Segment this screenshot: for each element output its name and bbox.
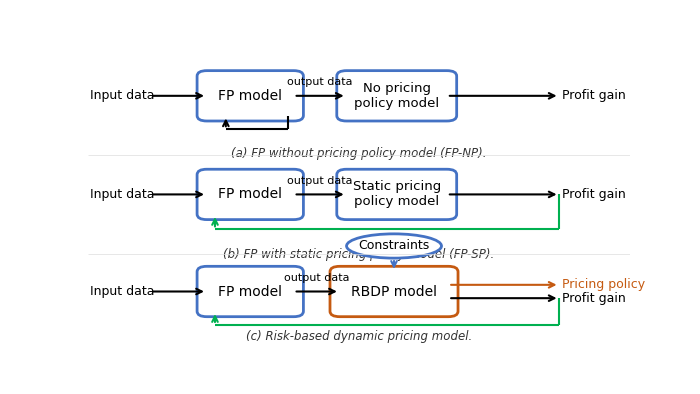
Text: Pricing policy: Pricing policy xyxy=(562,278,645,291)
FancyBboxPatch shape xyxy=(197,71,303,121)
Text: RBDP model: RBDP model xyxy=(351,284,437,299)
Text: FP model: FP model xyxy=(218,188,282,201)
Text: Static pricing
policy model: Static pricing policy model xyxy=(353,180,441,208)
FancyBboxPatch shape xyxy=(337,169,456,219)
Text: Input data: Input data xyxy=(90,188,155,201)
Text: output data: output data xyxy=(287,77,353,87)
Text: FP model: FP model xyxy=(218,284,282,299)
Text: Input data: Input data xyxy=(90,285,155,298)
Text: No pricing
policy model: No pricing policy model xyxy=(354,82,440,110)
Text: FP model: FP model xyxy=(218,89,282,103)
FancyBboxPatch shape xyxy=(197,266,303,317)
FancyBboxPatch shape xyxy=(337,71,456,121)
Text: Constraints: Constraints xyxy=(358,240,430,253)
Text: Input data: Input data xyxy=(90,89,155,102)
Text: output data: output data xyxy=(287,176,353,186)
Text: output data: output data xyxy=(284,273,349,283)
Text: (b) FP with static pricing policy model (FP-SP).: (b) FP with static pricing policy model … xyxy=(223,248,494,261)
Text: (a) FP without pricing policy model (FP-NP).: (a) FP without pricing policy model (FP-… xyxy=(231,147,486,160)
Text: Profit gain: Profit gain xyxy=(562,188,626,201)
Ellipse shape xyxy=(346,234,442,258)
Text: Profit gain: Profit gain xyxy=(562,292,626,305)
Text: Profit gain: Profit gain xyxy=(562,89,626,102)
Text: (c) Risk-based dynamic pricing model.: (c) Risk-based dynamic pricing model. xyxy=(246,330,472,343)
FancyBboxPatch shape xyxy=(197,169,303,219)
FancyBboxPatch shape xyxy=(330,266,458,317)
